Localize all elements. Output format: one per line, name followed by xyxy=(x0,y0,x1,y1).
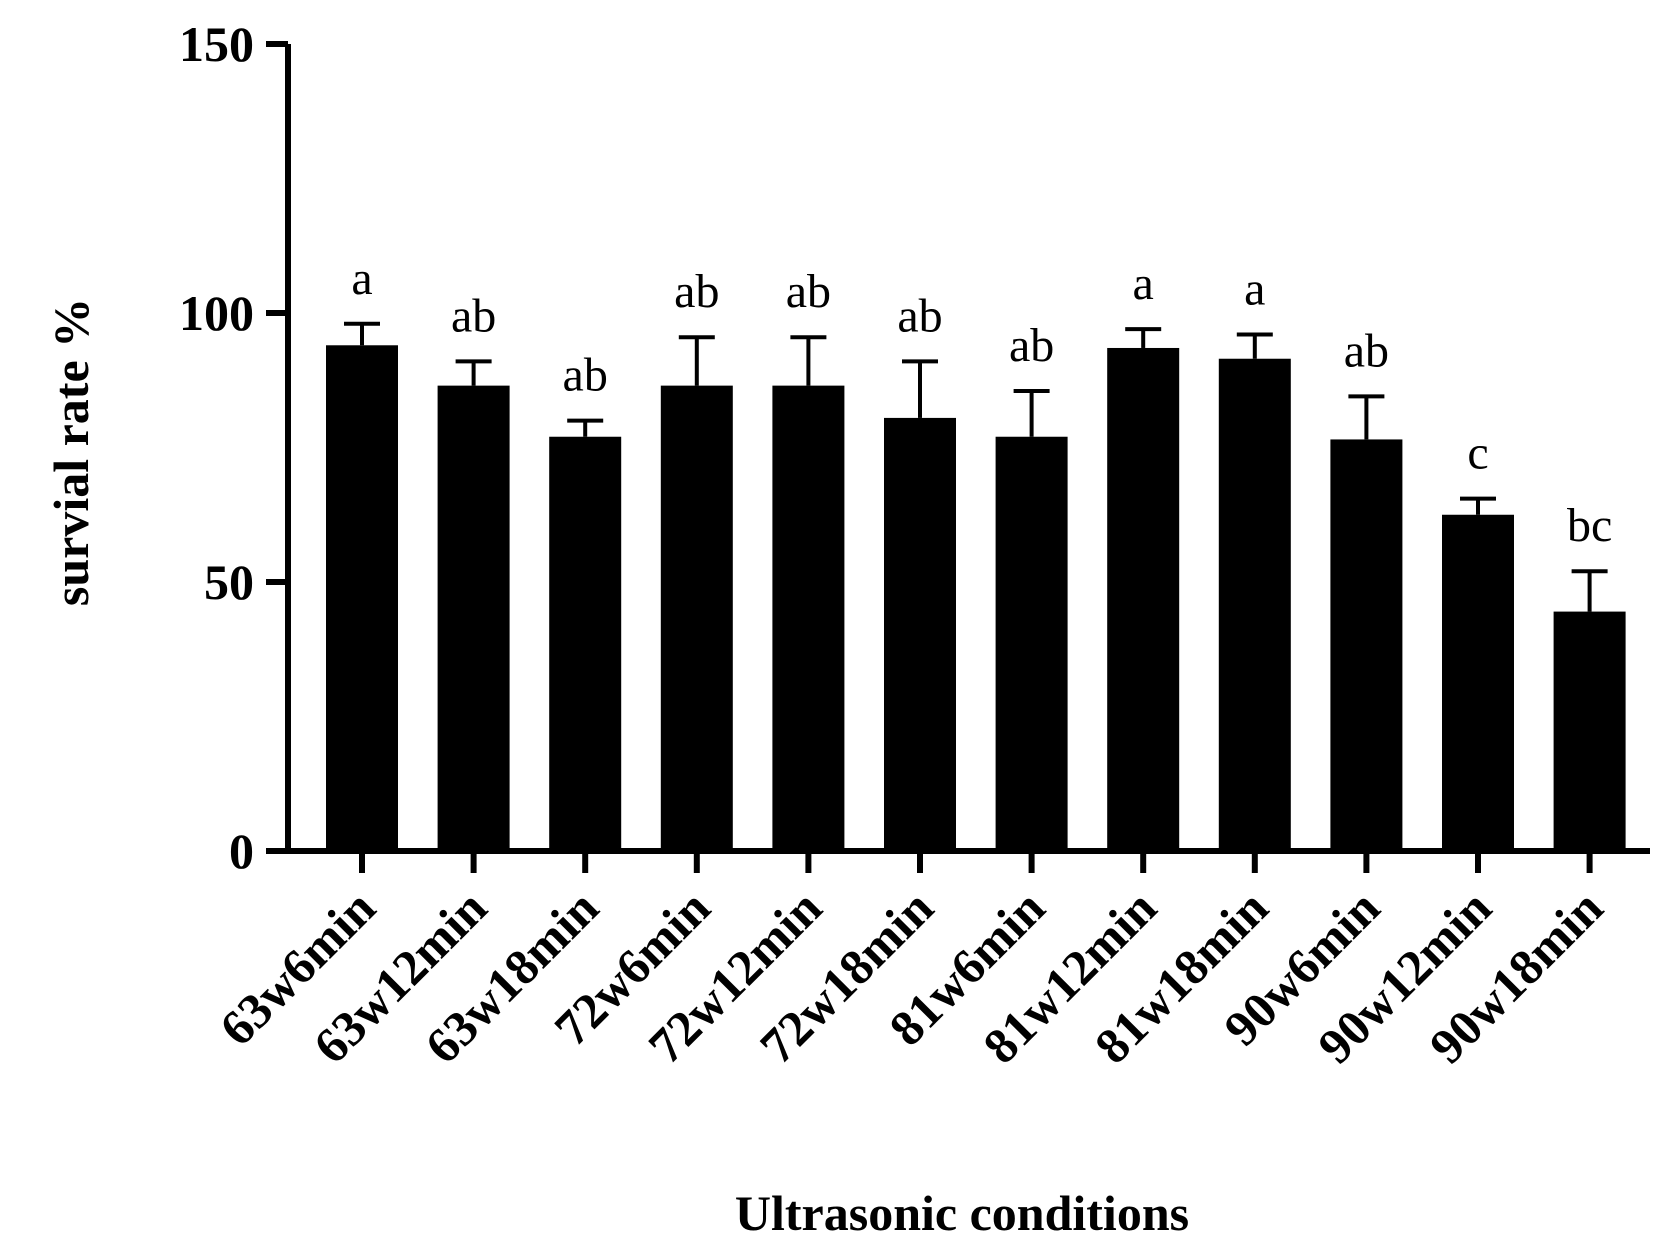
axes-layer xyxy=(285,44,1650,854)
significance-label: a xyxy=(1133,257,1154,310)
significance-label: c xyxy=(1467,427,1488,480)
significance-label: ab xyxy=(1009,319,1054,372)
bar xyxy=(1553,611,1626,851)
y-axis-title: survial rate % xyxy=(43,298,99,606)
x-ticks-layer xyxy=(359,851,1593,873)
significance-label: ab xyxy=(1344,324,1389,377)
category-labels-layer: 63w6min63w12min63w18min72w6min72w12min72… xyxy=(209,879,1614,1074)
significance-labels-layer: a ab ab ab ab ab ab a a ab c bc xyxy=(351,252,1612,552)
bar xyxy=(1218,358,1291,851)
significance-label: ab xyxy=(563,349,608,402)
significance-label: ab xyxy=(674,265,719,318)
significance-label: ab xyxy=(451,289,496,342)
significance-label: a xyxy=(351,252,372,305)
bar xyxy=(772,385,845,851)
error-bars-layer xyxy=(344,321,1608,612)
x-axis-title: Ultrasonic conditions xyxy=(735,1185,1189,1241)
bar xyxy=(995,436,1068,851)
significance-label: bc xyxy=(1567,499,1612,552)
bar xyxy=(884,417,956,851)
bars-layer xyxy=(326,345,1626,851)
bar xyxy=(1442,514,1514,851)
y-tick-label: 150 xyxy=(179,16,254,72)
bar xyxy=(1330,439,1403,851)
bar xyxy=(1107,347,1180,851)
significance-label: ab xyxy=(786,265,831,318)
y-tick-label: 50 xyxy=(204,554,254,610)
bar xyxy=(549,436,622,851)
bar xyxy=(326,345,398,851)
bar xyxy=(660,385,733,851)
y-tick-label: 0 xyxy=(229,823,254,879)
y-ticks-layer: 0 50 100 150 xyxy=(179,16,288,879)
significance-label: a xyxy=(1244,263,1265,316)
bar xyxy=(437,385,510,851)
y-tick-label: 100 xyxy=(179,285,254,341)
significance-label: ab xyxy=(897,289,942,342)
